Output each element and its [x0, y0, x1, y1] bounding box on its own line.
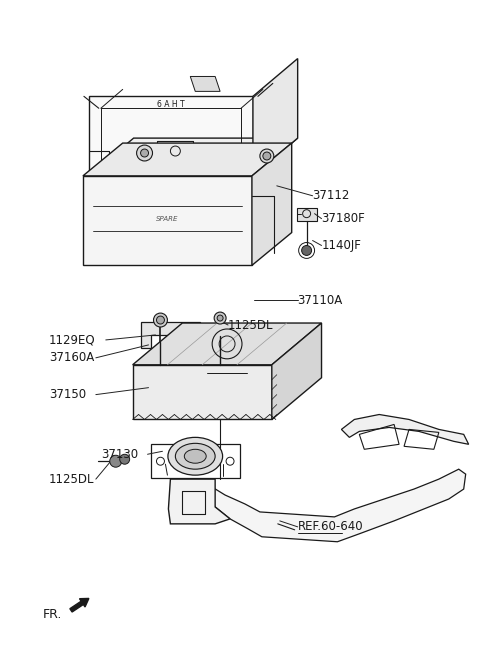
Polygon shape: [83, 143, 292, 176]
Polygon shape: [141, 322, 200, 348]
Ellipse shape: [168, 438, 223, 475]
Polygon shape: [89, 138, 298, 176]
Text: SPARE: SPARE: [156, 216, 179, 222]
Polygon shape: [89, 96, 253, 176]
Circle shape: [301, 245, 312, 255]
Polygon shape: [297, 208, 316, 220]
Text: 1125DL: 1125DL: [228, 319, 274, 331]
Text: 1125DL: 1125DL: [49, 472, 95, 485]
Text: 37160A: 37160A: [49, 352, 95, 364]
Text: 1140JF: 1140JF: [322, 239, 361, 252]
Text: 37112: 37112: [312, 190, 350, 202]
Text: 6 A H T: 6 A H T: [156, 100, 184, 109]
Circle shape: [214, 312, 226, 324]
Polygon shape: [168, 479, 230, 524]
Polygon shape: [190, 77, 220, 91]
Text: 37180F: 37180F: [322, 212, 365, 225]
Polygon shape: [83, 176, 252, 266]
Polygon shape: [252, 143, 292, 266]
Circle shape: [141, 149, 148, 157]
Text: 37110A: 37110A: [298, 294, 343, 306]
Circle shape: [110, 455, 122, 467]
Circle shape: [120, 454, 130, 464]
Circle shape: [217, 315, 223, 321]
Polygon shape: [341, 415, 468, 444]
Polygon shape: [210, 469, 466, 542]
Circle shape: [154, 313, 168, 327]
Circle shape: [137, 145, 153, 161]
Text: 37130: 37130: [101, 448, 138, 461]
Text: 37150: 37150: [49, 388, 86, 401]
Polygon shape: [132, 323, 322, 365]
Ellipse shape: [175, 443, 215, 469]
Circle shape: [260, 149, 274, 163]
FancyArrow shape: [70, 598, 89, 612]
Polygon shape: [132, 365, 272, 419]
Text: 1129EQ: 1129EQ: [49, 333, 96, 346]
Ellipse shape: [184, 449, 206, 463]
Polygon shape: [272, 323, 322, 419]
Polygon shape: [253, 58, 298, 176]
Circle shape: [156, 316, 165, 324]
Text: FR.: FR.: [43, 608, 62, 621]
Text: REF.60-640: REF.60-640: [298, 520, 363, 533]
Circle shape: [263, 152, 271, 160]
